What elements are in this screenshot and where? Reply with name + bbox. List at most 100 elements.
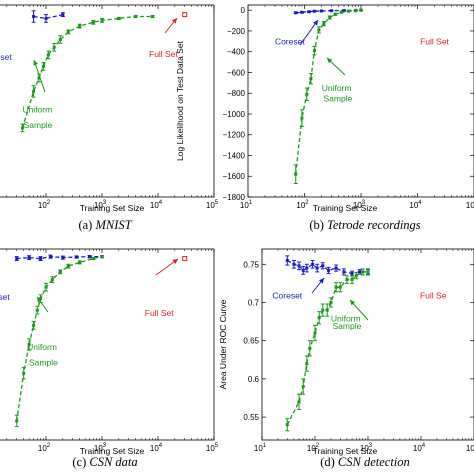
uniform-data-point (317, 28, 321, 32)
x-axis-label: Training Set Size (313, 203, 378, 213)
y-tick-label: 0.75 (243, 260, 259, 269)
coreset-data-point (48, 255, 52, 259)
annotation-coreset-clipped: Coreset (0, 292, 10, 302)
coreset-data-point (334, 266, 338, 270)
annotation-coreset: Coreset (275, 36, 305, 46)
x-tick-label: 102 (38, 443, 51, 453)
uniform-data-point (350, 278, 354, 282)
caption-prefix: (b) (309, 218, 327, 232)
plot-area: Full Set Uniform Sample (20, 10, 188, 133)
uniform-data-point (366, 270, 370, 274)
uniform-data-point (32, 323, 36, 327)
arrow-head (327, 58, 333, 64)
coreset-series-line (295, 9, 362, 14)
y-tick-label: −1200 (223, 131, 246, 140)
uniform-data-point (317, 316, 321, 320)
coreset-data-point (292, 262, 296, 266)
uniform-data-point (100, 18, 104, 22)
x-tick-exponent: 4 (418, 200, 422, 206)
uniform-data-point (329, 300, 333, 304)
arrow-line (33, 59, 46, 93)
x-tick-exponent: 2 (305, 200, 309, 206)
x-tick-label: 102 (296, 200, 309, 210)
uniform-data-point (334, 285, 338, 289)
uniform-data-point (339, 10, 343, 14)
y-axis-label: Area Under ROC Curve (218, 299, 228, 389)
caption-title: MNIST (94, 218, 132, 232)
y-tick-label: −1000 (223, 110, 246, 119)
annotation-sample: Sample (29, 358, 58, 368)
caption-title: CSN detection (338, 455, 410, 469)
uniform-data-point (41, 64, 45, 68)
uniform-data-point (294, 172, 298, 176)
coreset-data-point (15, 257, 19, 261)
uniform-data-point (66, 264, 70, 268)
uniform-data-point (91, 20, 95, 24)
uniform-data-point (32, 89, 36, 93)
annotation-full-set: Full Set (420, 36, 449, 46)
x-axis-label: Training Set Size (80, 203, 145, 213)
uniform-data-point (297, 400, 301, 404)
uniform-data-point (35, 308, 39, 312)
x-tick-exponent: 2 (47, 443, 51, 449)
annotation-full-set: Full Set (145, 308, 174, 318)
arrow-head (318, 278, 324, 284)
caption-title: Tetrode recordings (327, 218, 421, 232)
full-set-point (182, 12, 188, 18)
coreset-data-point (32, 15, 36, 19)
annotation-sample: Sample (323, 94, 352, 104)
coreset-data-point (300, 10, 304, 14)
uniform-data-point (312, 49, 316, 53)
uniform-data-point (134, 15, 138, 19)
coreset-data-point (297, 264, 301, 268)
full-set-point (182, 256, 188, 262)
annotation-uniform: Uniform (322, 83, 352, 93)
uniform-data-point (58, 270, 62, 274)
uniform-data-point (361, 270, 365, 274)
uniform-data-point (301, 385, 305, 389)
panel-mnist: 102 103 104 105 Training Set Size Full Set Uni… (0, 4, 219, 232)
y-tick-label: −1400 (223, 151, 246, 160)
y-tick-label: 0.55 (243, 413, 259, 422)
y-tick-label: 0.65 (243, 337, 259, 346)
y-tick-label: −1800 (223, 193, 246, 202)
caption-title: CSN data (89, 455, 137, 469)
y-tick-label: −800 (227, 89, 246, 98)
uniform-data-point (345, 278, 349, 282)
panel-csn-data: 102 103 104 105 Training Set Size Full Set Uni… (0, 248, 219, 469)
caption-prefix: (c) (72, 455, 89, 469)
uniform-data-point (151, 15, 155, 19)
x-tick-exponent: 5 (215, 443, 219, 449)
x-tick-exponent: 3 (369, 443, 373, 449)
coreset-data-point (315, 266, 319, 270)
coreset-data-point (285, 258, 289, 262)
x-tick-exponent: 4 (159, 200, 163, 206)
coreset-data-point (320, 9, 324, 13)
x-tick-label: 105 (206, 200, 219, 210)
y-tick-label: 0.6 (248, 375, 260, 384)
annotation-coreset: Coreset (272, 291, 302, 301)
x-axis-label: Training Set Size (80, 446, 145, 456)
coreset-data-point (294, 11, 298, 15)
panel-caption: (b) Tetrode recordings (309, 218, 420, 232)
coreset-data-point (350, 271, 354, 275)
panel-caption: (a) MNIST (78, 218, 132, 232)
panel-caption: (d) CSN detection (320, 455, 410, 469)
x-tick-exponent: 2 (316, 443, 320, 449)
coreset-series-line (33, 13, 64, 20)
panel-caption: (c) CSN data (72, 455, 137, 469)
arrow-head (171, 18, 177, 24)
uniform-data-point (285, 423, 289, 427)
x-tick-label: 101 (240, 200, 253, 210)
annotation-sample: Sample (24, 120, 53, 130)
x-tick-exponent: 1 (263, 443, 267, 449)
x-tick-label: 104 (409, 200, 422, 210)
coreset-data-point (329, 9, 333, 13)
coreset-data-point (39, 257, 43, 261)
uniform-data-point (46, 53, 50, 57)
arrow-head (33, 60, 38, 66)
y-tick-label: −200 (227, 27, 246, 36)
annotation-coreset-clipped: Coreset (0, 52, 12, 62)
